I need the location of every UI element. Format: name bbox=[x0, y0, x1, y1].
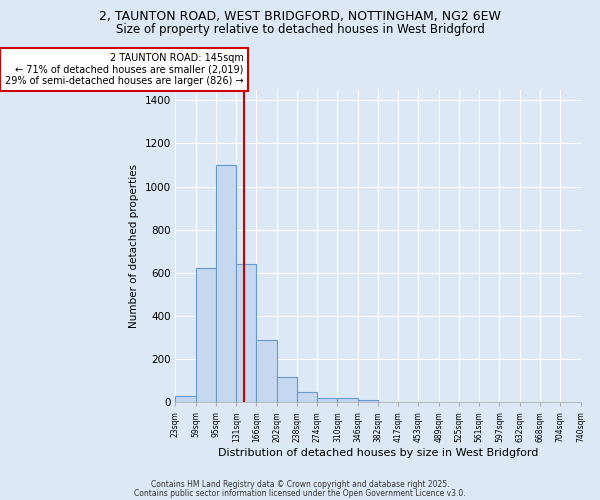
Bar bbox=[196, 268, 216, 402]
Text: 2 TAUNTON ROAD: 145sqm
← 71% of detached houses are smaller (2,019)
29% of semi-: 2 TAUNTON ROAD: 145sqm ← 71% of detached… bbox=[5, 53, 244, 86]
X-axis label: Distribution of detached houses by size in West Bridgford: Distribution of detached houses by size … bbox=[218, 448, 538, 458]
Bar bbox=[256, 340, 277, 402]
Y-axis label: Number of detached properties: Number of detached properties bbox=[129, 164, 139, 328]
Text: Size of property relative to detached houses in West Bridgford: Size of property relative to detached ho… bbox=[116, 22, 484, 36]
Bar bbox=[337, 398, 358, 402]
Text: Contains public sector information licensed under the Open Government Licence v3: Contains public sector information licen… bbox=[134, 488, 466, 498]
Bar bbox=[358, 400, 378, 402]
Bar bbox=[317, 398, 337, 402]
Bar bbox=[236, 264, 256, 402]
Bar bbox=[216, 165, 236, 402]
Bar bbox=[277, 378, 297, 402]
Bar bbox=[175, 396, 196, 402]
Text: 2, TAUNTON ROAD, WEST BRIDGFORD, NOTTINGHAM, NG2 6EW: 2, TAUNTON ROAD, WEST BRIDGFORD, NOTTING… bbox=[99, 10, 501, 23]
Text: Contains HM Land Registry data © Crown copyright and database right 2025.: Contains HM Land Registry data © Crown c… bbox=[151, 480, 449, 489]
Bar bbox=[297, 392, 317, 402]
